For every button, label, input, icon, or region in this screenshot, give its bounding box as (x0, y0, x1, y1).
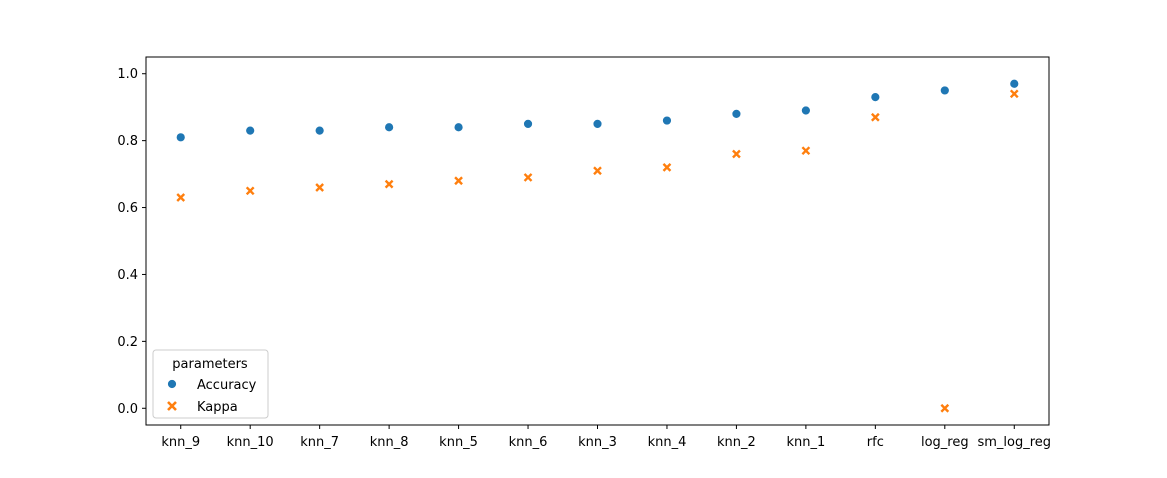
x-tick-label: knn_1 (786, 435, 825, 450)
y-tick-label: 1.0 (117, 67, 138, 82)
legend-accuracy-label: Accuracy (197, 378, 257, 393)
point-kappa-knn_3 (593, 166, 602, 176)
legend-kappa-label: Kappa (197, 400, 238, 415)
point-accuracy-knn_6 (523, 119, 533, 129)
point-accuracy-knn_7 (314, 125, 325, 136)
point-accuracy-knn_9 (175, 132, 186, 143)
y-axis: 0.0 0.2 0.4 0.6 0.8 1.0 (117, 67, 146, 417)
y-tick-label: 0.4 (117, 268, 138, 283)
point-kappa-log_reg (940, 403, 950, 413)
plot-frame (145, 56, 1050, 426)
y-tick-label: 0.6 (117, 201, 138, 216)
point-kappa-knn_8 (384, 179, 394, 189)
x-tick-label: knn_9 (161, 435, 200, 450)
x-tick-label: sm_log_reg (977, 435, 1051, 450)
point-accuracy-knn_1 (800, 105, 811, 116)
point-kappa-knn_6 (523, 173, 533, 182)
point-kappa-knn_5 (454, 176, 463, 186)
x-tick-label: log_reg (921, 435, 969, 450)
legend-accuracy-marker (167, 379, 177, 389)
x-tick-label: knn_2 (717, 435, 756, 450)
x-tick-label: knn_7 (300, 435, 339, 450)
point-accuracy-knn_3 (592, 119, 603, 129)
y-tick-label: 0.2 (117, 335, 138, 350)
x-tick-label: knn_8 (370, 435, 409, 450)
point-accuracy-knn_8 (384, 122, 395, 133)
x-tick-label: knn_10 (227, 435, 274, 450)
point-kappa-rfc (870, 112, 880, 122)
plot-area (146, 57, 1049, 425)
point-kappa-knn_10 (245, 186, 255, 196)
legend-kappa-marker (167, 401, 177, 411)
point-accuracy-rfc (870, 92, 881, 103)
legend-title: parameters (172, 357, 248, 372)
point-kappa-sm_log_reg (1009, 89, 1019, 99)
point-kappa-knn_2 (732, 149, 741, 159)
point-accuracy-knn_10 (245, 125, 256, 136)
x-tick-label: knn_5 (439, 435, 478, 450)
point-accuracy-knn_4 (662, 115, 672, 126)
point-kappa-knn_9 (176, 193, 186, 202)
x-tick-label: rfc (867, 435, 884, 450)
x-tick-label: knn_3 (578, 435, 617, 450)
legend: parameters Accuracy Kappa (152, 349, 269, 419)
point-accuracy-log_reg (939, 85, 950, 96)
point-kappa-knn_7 (315, 183, 325, 192)
x-axis: knn_9 knn_10 knn_7 knn_8 knn_5 knn_6 knn_3 knn_… (161, 425, 1051, 450)
legend-box (152, 349, 269, 419)
y-tick-label: 0.8 (117, 134, 138, 149)
point-accuracy-sm_log_reg (1009, 78, 1020, 89)
x-tick-label: knn_6 (509, 435, 548, 450)
point-kappa-knn_1 (801, 146, 811, 156)
x-tick-label: knn_4 (648, 435, 687, 450)
point-kappa-knn_4 (662, 163, 672, 172)
point-accuracy-knn_5 (453, 122, 464, 133)
y-tick-label: 0.0 (117, 402, 138, 417)
data-points (175, 78, 1020, 413)
point-accuracy-knn_2 (731, 108, 742, 119)
